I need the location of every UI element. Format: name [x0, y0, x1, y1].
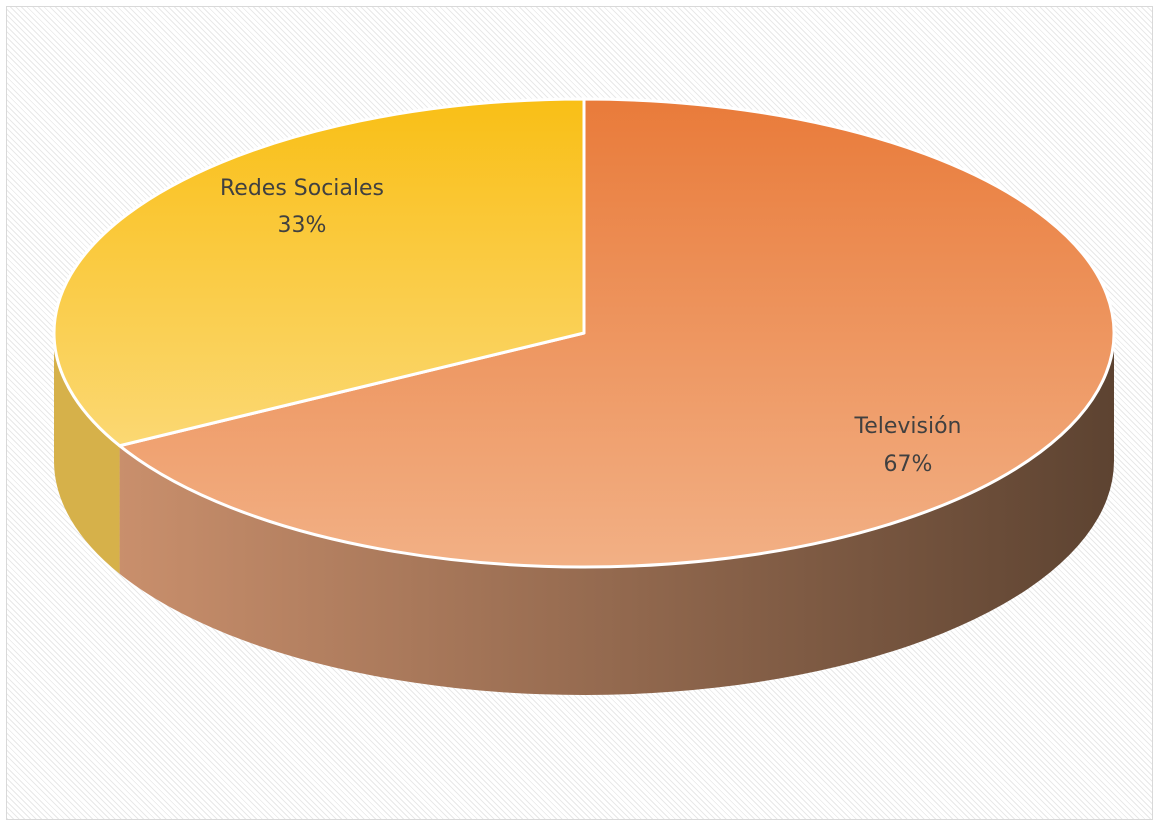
- slice-label-redes-sociales: Redes Sociales: [220, 176, 384, 201]
- pie-slice-television: [118, 97, 1116, 569]
- slice-label-television: Televisión: [854, 414, 962, 439]
- pie-slice-redes-sociales: [52, 97, 586, 448]
- slice-percent-television: 67%: [884, 452, 933, 477]
- slice-percent-redes-sociales: 33%: [278, 213, 327, 238]
- pie-side-television: [119, 333, 1114, 695]
